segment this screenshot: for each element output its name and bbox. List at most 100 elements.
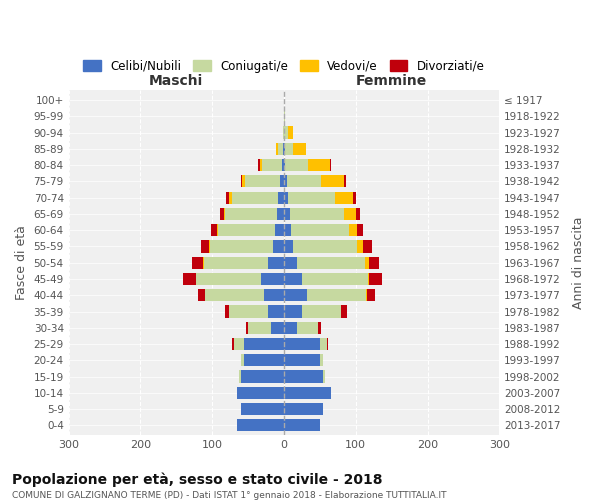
Text: COMUNE DI GALZIGNANO TERME (PD) - Dati ISTAT 1° gennaio 2018 - Elaborazione TUTT: COMUNE DI GALZIGNANO TERME (PD) - Dati I… [12,491,446,500]
Bar [225,208,277,220]
Bar [341,306,347,318]
Bar [220,208,224,220]
Bar [264,289,284,302]
Text: Maschi: Maschi [149,74,203,88]
Bar [320,338,327,350]
Bar [234,338,244,350]
Bar [284,322,297,334]
Bar [284,386,331,399]
Bar [238,420,284,432]
Bar [192,256,203,269]
Bar [238,386,284,399]
Bar [284,420,320,432]
Bar [356,208,360,220]
Bar [323,370,325,382]
Bar [365,256,368,269]
Bar [202,240,209,252]
Bar [363,240,371,252]
Bar [277,208,284,220]
Bar [183,273,196,285]
Legend: Celibi/Nubili, Coniugati/e, Vedovi/e, Divorziati/e: Celibi/Nubili, Coniugati/e, Vedovi/e, Di… [79,55,490,78]
Bar [319,322,320,334]
Bar [268,256,284,269]
Bar [261,273,284,285]
Bar [218,224,275,236]
Bar [284,224,291,236]
Bar [366,289,367,302]
Bar [284,403,323,415]
Bar [268,306,284,318]
Bar [284,256,297,269]
Bar [211,224,217,236]
Bar [293,143,306,155]
Bar [357,224,363,236]
Bar [284,159,286,171]
Bar [271,322,284,334]
Bar [344,176,346,188]
Bar [297,322,319,334]
Bar [302,306,341,318]
Bar [239,370,241,382]
Bar [260,159,262,171]
Bar [196,273,261,285]
Text: Popolazione per età, sesso e stato civile - 2018: Popolazione per età, sesso e stato civil… [12,472,383,487]
Bar [198,289,205,302]
Bar [349,224,357,236]
Bar [209,240,210,252]
Y-axis label: Anni di nascita: Anni di nascita [572,216,585,309]
Bar [242,176,245,188]
Bar [276,143,278,155]
Bar [288,192,335,204]
Bar [284,143,293,155]
Bar [205,289,264,302]
Bar [203,256,268,269]
Bar [284,338,320,350]
Bar [335,192,353,204]
Bar [308,159,330,171]
Bar [244,338,284,350]
Bar [287,176,321,188]
Bar [287,126,293,138]
Bar [226,192,229,204]
Bar [224,208,225,220]
Bar [367,289,375,302]
Bar [330,159,331,171]
Bar [246,322,248,334]
Bar [290,208,344,220]
Bar [275,224,284,236]
Bar [293,240,357,252]
Bar [284,110,286,122]
Bar [283,126,284,138]
Bar [284,354,320,366]
Bar [297,256,365,269]
Bar [302,273,368,285]
Text: Femmine: Femmine [356,74,427,88]
Bar [241,403,284,415]
Bar [284,192,288,204]
Bar [284,370,323,382]
Bar [229,192,232,204]
Bar [232,338,234,350]
Bar [280,176,284,188]
Bar [370,273,382,285]
Bar [273,240,284,252]
Bar [241,370,284,382]
Bar [284,176,287,188]
Bar [286,159,308,171]
Bar [248,322,271,334]
Bar [284,306,302,318]
Bar [244,354,284,366]
Bar [344,208,356,220]
Bar [225,306,229,318]
Bar [320,354,323,366]
Bar [307,289,366,302]
Bar [217,224,218,236]
Bar [241,176,242,188]
Bar [262,159,282,171]
Bar [278,192,284,204]
Bar [368,273,370,285]
Bar [258,159,260,171]
Bar [357,240,363,252]
Bar [368,256,379,269]
Bar [245,176,280,188]
